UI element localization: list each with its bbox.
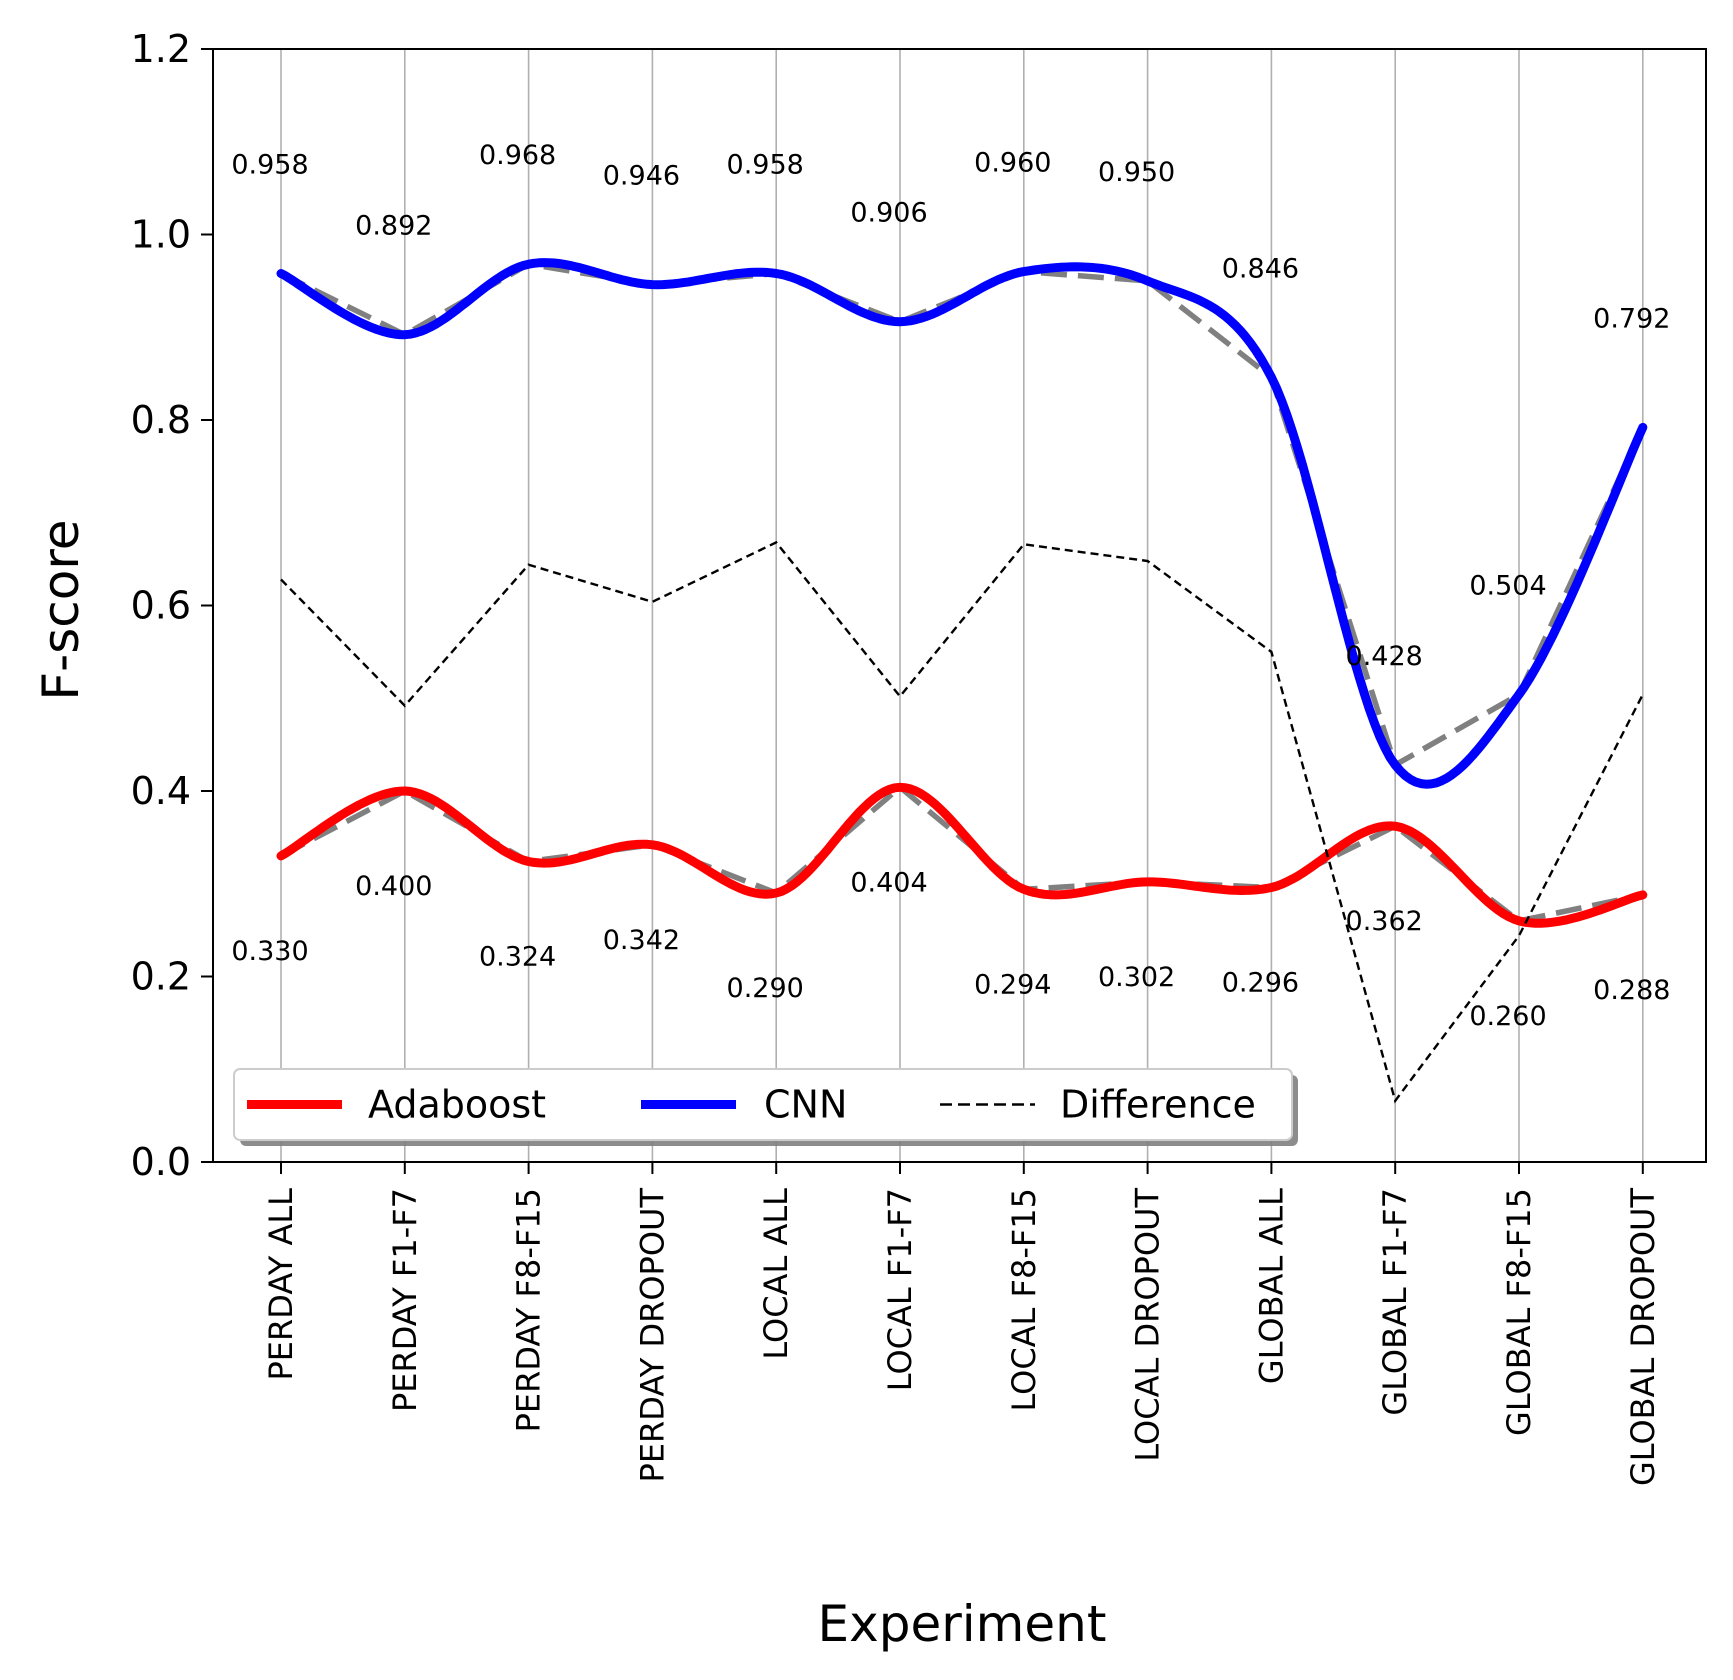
data-label-cnn: 0.950 [1098, 157, 1175, 188]
reference-lines [279, 261, 1646, 924]
legend-box [233, 1068, 1293, 1141]
x-tick-label: LOCAL DROPOUT [1129, 1188, 1167, 1462]
data-label-adaboost: 0.290 [727, 973, 804, 1004]
data-label-adaboost: 0.400 [355, 871, 432, 902]
legend-label-adaboost: Adaboost [368, 1083, 546, 1127]
data-label-adaboost: 0.296 [1222, 967, 1299, 998]
x-tick-label: LOCAL F1-F7 [881, 1188, 919, 1391]
data-label-adaboost: 0.260 [1469, 1001, 1546, 1032]
data-label-cnn: 0.958 [727, 149, 804, 180]
x-tick-label: LOCAL F8-F15 [1005, 1188, 1043, 1412]
data-label-cnn: 0.892 [355, 211, 432, 242]
data-label-cnn: 0.504 [1469, 571, 1546, 602]
reference-line-cnn [279, 261, 1646, 770]
data-label-cnn: 0.846 [1222, 253, 1299, 284]
data-label-adaboost: 0.404 [850, 867, 927, 898]
x-tick-label: GLOBAL ALL [1252, 1188, 1290, 1384]
data-label-adaboost: 0.342 [603, 925, 680, 956]
data-label-adaboost: 0.294 [974, 969, 1051, 1000]
series-line-cnn [276, 258, 1648, 789]
data-label-cnn: 0.792 [1593, 303, 1670, 334]
x-tick-label: GLOBAL DROPOUT [1624, 1188, 1662, 1486]
data-labels: 0.958 0.892 0.968 0.946 0.958 0.906 0.960 0.950… [231, 140, 1670, 1032]
series-line-difference [280, 540, 1644, 1104]
y-tick-label: 0.8 [131, 398, 191, 442]
y-tick-label: 0.2 [131, 955, 191, 999]
y-tick-label: 1.2 [131, 27, 191, 71]
data-label-cnn: 0.906 [850, 198, 927, 229]
legend: Adaboost CNN Difference [233, 1068, 1298, 1146]
data-label-adaboost: 0.324 [479, 941, 556, 972]
data-label-cnn: 0.946 [603, 161, 680, 192]
data-label-adaboost: 0.302 [1098, 962, 1175, 993]
y-tick-label: 0.6 [131, 584, 191, 628]
data-label-cnn: 0.428 [1346, 641, 1423, 672]
y-axis-label: F-score [32, 519, 90, 700]
x-tick-label: GLOBAL F1-F7 [1376, 1188, 1414, 1416]
data-label-cnn: 0.968 [479, 140, 556, 171]
x-tick-label: LOCAL ALL [757, 1188, 795, 1360]
legend-label-cnn: CNN [764, 1083, 847, 1127]
y-tick-label: 0.0 [131, 1140, 191, 1184]
data-label-adaboost: 0.330 [231, 936, 308, 967]
legend-label-difference: Difference [1060, 1083, 1256, 1127]
data-label-cnn: 0.960 [974, 148, 1051, 179]
y-tick-label: 0.4 [131, 769, 191, 813]
grid-layer [280, 49, 1644, 1162]
series-layer [276, 258, 1648, 1104]
x-axis-label: Experiment [818, 1595, 1107, 1653]
x-tick-label: PERDAY DROPOUT [633, 1188, 671, 1483]
series-line-adaboost [276, 782, 1648, 928]
data-label-cnn: 0.958 [231, 149, 308, 180]
x-tick-label: PERDAY F8-F15 [510, 1188, 548, 1432]
x-tick-label: PERDAY F1-F7 [386, 1188, 424, 1412]
plot-frame [212, 48, 1707, 1163]
y-tick-label: 1.0 [131, 213, 191, 257]
x-tick-label: GLOBAL F8-F15 [1500, 1188, 1538, 1436]
data-label-adaboost: 0.362 [1346, 906, 1423, 937]
data-label-adaboost: 0.288 [1593, 975, 1670, 1006]
x-tick-label: PERDAY ALL [262, 1188, 300, 1381]
axes: 0.0 0.2 0.4 0.6 0.8 1.0 1.2 PERDAY ALL PERDAY F1… [131, 27, 1707, 1486]
